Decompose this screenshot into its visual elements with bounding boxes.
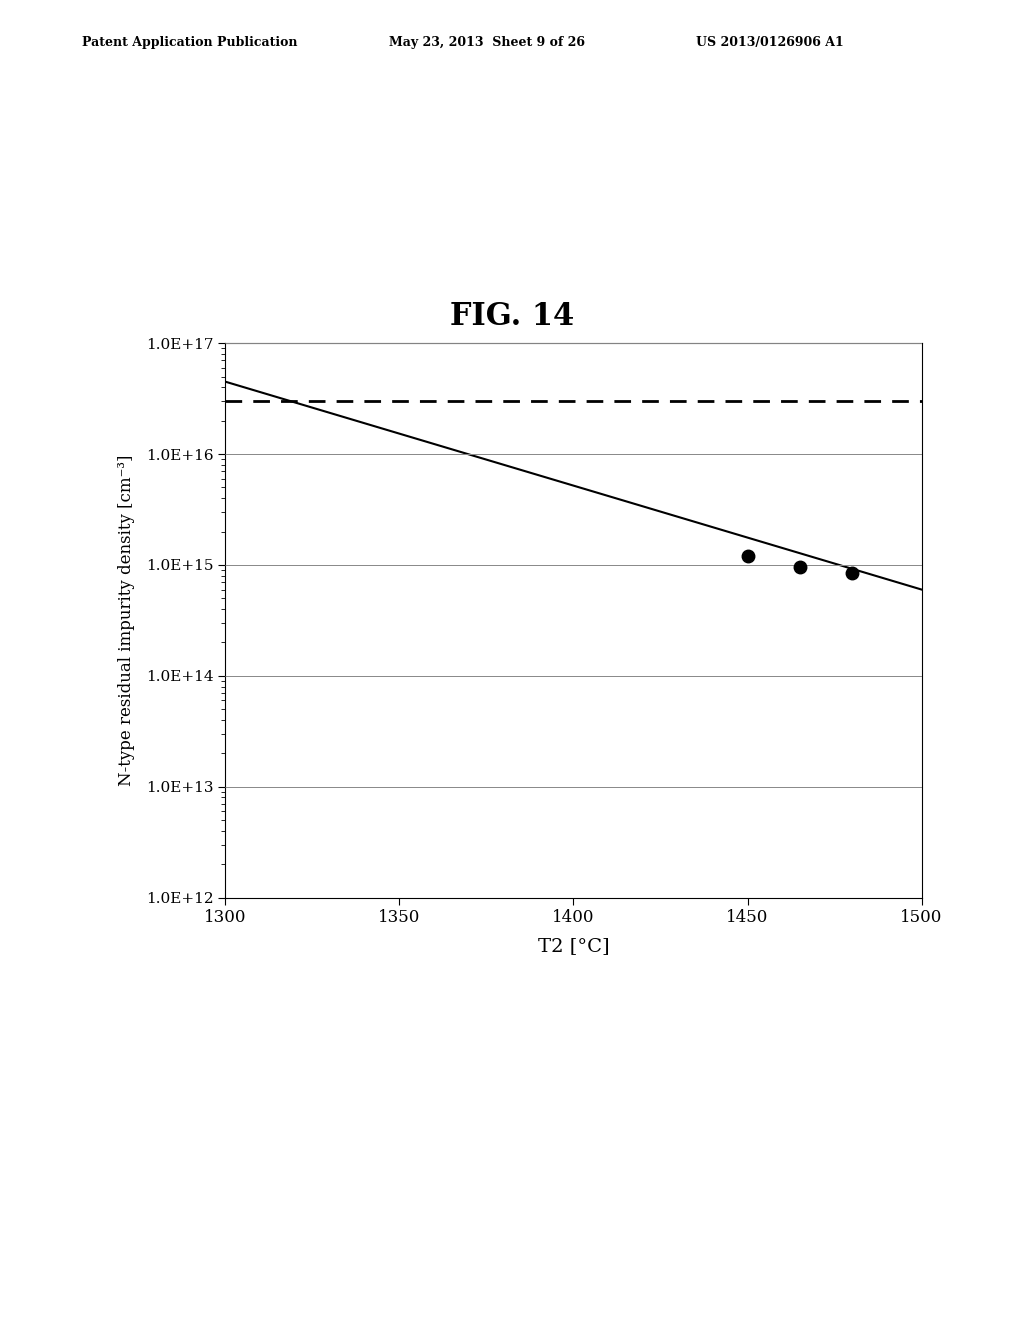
Text: FIG. 14: FIG. 14: [450, 301, 574, 333]
Text: May 23, 2013  Sheet 9 of 26: May 23, 2013 Sheet 9 of 26: [389, 36, 585, 49]
Y-axis label: N-type residual impurity density [cm⁻³]: N-type residual impurity density [cm⁻³]: [118, 454, 135, 787]
X-axis label: T2 [°C]: T2 [°C]: [538, 937, 609, 956]
Text: US 2013/0126906 A1: US 2013/0126906 A1: [696, 36, 844, 49]
Text: Patent Application Publication: Patent Application Publication: [82, 36, 297, 49]
